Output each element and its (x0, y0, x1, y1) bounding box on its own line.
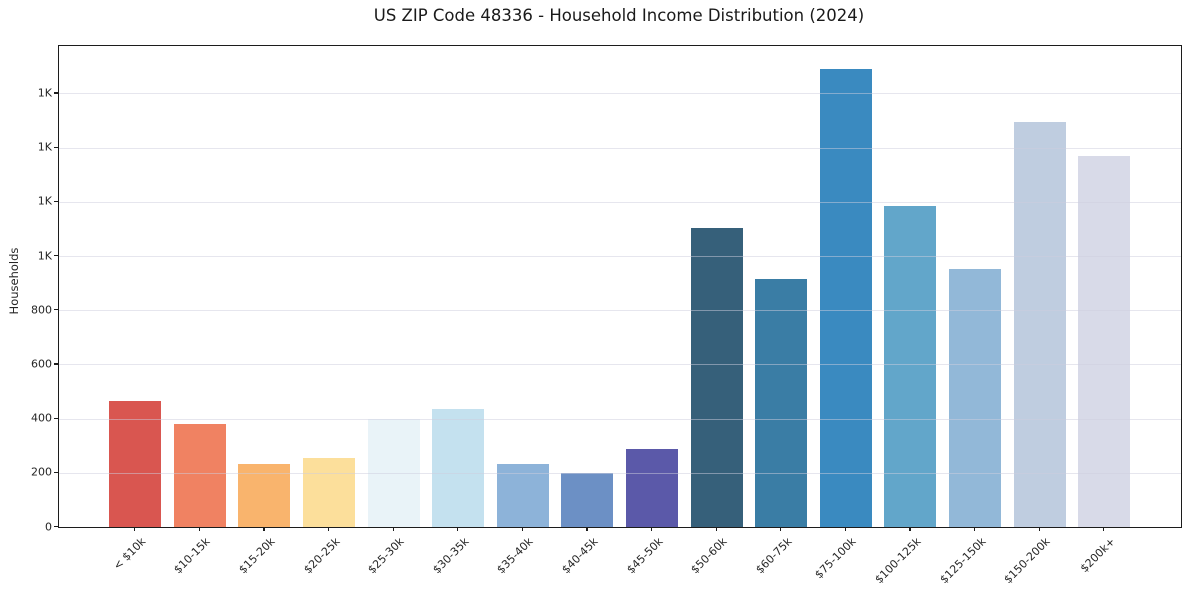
x-tick (1103, 527, 1105, 531)
gridline (59, 147, 1181, 149)
x-tick (134, 527, 136, 531)
bar-$20-25k (303, 458, 355, 527)
bar-$30-35k (432, 409, 485, 527)
x-tick-label: $100-125k (872, 535, 924, 587)
x-tick-label: $45-50k (623, 535, 666, 577)
x-tick-label: $75-100k (812, 535, 860, 582)
x-tick (844, 527, 846, 531)
y-tick-label: 800 (31, 303, 52, 317)
bar-$200k+ (1078, 156, 1131, 527)
y-tick-label: 0 (45, 520, 52, 533)
x-tick (457, 527, 459, 531)
gridline (59, 472, 1181, 474)
gridline (59, 256, 1181, 257)
gridline (59, 418, 1181, 420)
x-tick (780, 527, 782, 531)
y-tick-label: 1K (37, 249, 52, 262)
y-tick (54, 309, 58, 311)
y-tick-label: 1K (37, 86, 52, 100)
y-tick (54, 200, 58, 202)
bar-$60-75k (755, 278, 808, 527)
x-tick (328, 527, 330, 531)
x-tick-label: $60-75k (753, 535, 795, 577)
bar-$40-45k (561, 473, 614, 527)
y-tick (54, 363, 58, 365)
x-tick (909, 527, 911, 531)
x-tick (521, 527, 523, 531)
x-tick (651, 527, 653, 531)
x-tick (263, 527, 265, 531)
y-tick-label: 600 (31, 357, 52, 371)
x-tick-label: $30-35k (430, 535, 472, 577)
y-tick (54, 255, 58, 257)
x-tick-label: $40-45k (559, 535, 601, 577)
y-tick-label: 400 (31, 411, 52, 425)
bar-$150-200k (1013, 121, 1066, 527)
x-tick (392, 527, 394, 531)
x-tick-label: $125-150k (937, 535, 989, 587)
y-tick (54, 526, 58, 528)
x-tick-label: $10-15k (171, 535, 214, 577)
x-tick (974, 527, 976, 531)
x-tick-label: $15-20k (236, 535, 278, 577)
x-tick-label: $25-30k (365, 535, 407, 577)
bar-$45-50k (626, 448, 678, 527)
chart-title: US ZIP Code 48336 - Household Income Dis… (373, 6, 865, 25)
y-tick-label: 1K (37, 140, 52, 154)
x-tick (1038, 527, 1040, 531)
bar-$10-15k (173, 423, 226, 527)
x-tick-label: $150-200k (1001, 535, 1053, 587)
y-tick (54, 471, 58, 473)
x-tick-label: $35-40k (494, 535, 537, 577)
bar-$125-150k (949, 268, 1001, 527)
x-tick-label: $20-25k (300, 535, 343, 577)
gridline (59, 93, 1181, 95)
plot-area (58, 45, 1182, 528)
gridline (59, 201, 1181, 203)
x-tick (198, 527, 200, 531)
bar-$15-20k (238, 464, 291, 527)
x-tick-label: $200k+ (1077, 535, 1118, 576)
y-tick (54, 92, 58, 94)
y-tick (54, 417, 58, 419)
gridline (59, 364, 1181, 366)
y-tick (54, 146, 58, 148)
x-tick (715, 527, 717, 531)
bar-$75-100k (819, 68, 872, 527)
gridline (59, 310, 1181, 312)
bar-$50-60k (690, 228, 743, 527)
y-tick-label: 200 (31, 465, 52, 479)
bar-$100-125k (884, 206, 937, 527)
x-tick-label: $50-60k (688, 535, 730, 577)
bar-$35-40k (496, 463, 549, 527)
bar-< $10k (109, 400, 162, 527)
y-tick-label: 1K (37, 194, 52, 208)
x-tick (586, 527, 588, 531)
x-tick-label: < $10k (110, 535, 149, 573)
